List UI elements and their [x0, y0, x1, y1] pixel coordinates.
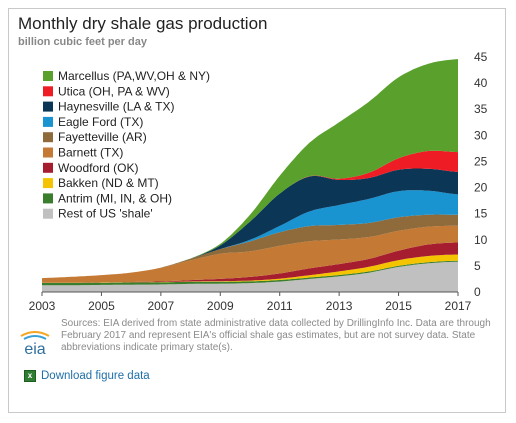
- legend-label: Fayetteville (AR): [58, 130, 147, 144]
- area-barnett-tx: [42, 225, 458, 283]
- y-tick-label: 35: [474, 102, 488, 116]
- legend-label: Antrim (MI, IN, & OH): [58, 191, 172, 205]
- legend-swatch: [43, 71, 53, 81]
- excel-icon: x: [24, 370, 36, 382]
- legend-label: Bakken (ND & MT): [58, 176, 159, 190]
- legend-swatch: [43, 147, 53, 158]
- x-tick-label: 2007: [148, 299, 175, 313]
- legend-swatch: [43, 116, 53, 127]
- x-tick-label: 2017: [445, 299, 472, 313]
- legend-swatch: [43, 101, 53, 112]
- legend-label: Marcellus (PA,WV,OH & NY): [58, 69, 210, 83]
- chart-title: Monthly dry shale gas production: [18, 14, 268, 33]
- source-note: Sources: EIA derived from state administ…: [61, 318, 491, 353]
- y-tick-label: 30: [474, 128, 488, 142]
- download-figure-data-link[interactable]: x Download figure data: [24, 368, 150, 384]
- area-fayetteville-ar: [42, 214, 458, 279]
- legend-label: Rest of US 'shale': [58, 207, 153, 221]
- y-tick-label: 15: [474, 207, 488, 221]
- legend-label: Haynesville (LA & TX): [58, 100, 175, 114]
- x-tick-label: 2003: [29, 299, 56, 313]
- legend-swatch: [43, 132, 53, 143]
- legend-label: Eagle Ford (TX): [58, 115, 143, 129]
- legend-label: Barnett (TX): [58, 146, 123, 160]
- x-tick-label: 2005: [88, 299, 115, 313]
- legend-swatch: [43, 86, 53, 97]
- legend-swatch: [43, 193, 53, 204]
- area-utica-oh-pa-wv: [42, 150, 458, 279]
- chart-subtitle: billion cubic feet per day: [18, 36, 147, 48]
- y-tick-label: 45: [474, 50, 488, 64]
- legend-swatch: [43, 162, 53, 173]
- x-tick-label: 2009: [207, 299, 234, 313]
- y-tick-label: 40: [474, 76, 488, 90]
- eia-logo-icon: eia: [20, 331, 50, 358]
- area-layers: [42, 59, 458, 292]
- y-tick-label: 5: [474, 259, 481, 273]
- legend: Marcellus (PA,WV,OH & NY)Utica (OH, PA &…: [43, 69, 210, 221]
- area-rest-of-us-shale: [42, 261, 458, 292]
- x-tick-label: 2011: [267, 299, 293, 313]
- area-woodford-ok: [42, 242, 458, 283]
- legend-swatch: [43, 178, 53, 189]
- area-marcellus-pa-wv-oh-ny: [42, 59, 458, 279]
- y-tick-label: 10: [474, 233, 488, 247]
- area-eagle-ford-tx: [42, 190, 458, 279]
- y-tick-label: 25: [474, 154, 488, 168]
- y-tick-label: 20: [474, 181, 488, 195]
- area-haynesville-la-tx: [42, 168, 458, 279]
- eia-logo-text: eia: [24, 341, 45, 358]
- legend-label: Utica (OH, PA & WV): [58, 84, 170, 98]
- x-tick-label: 2013: [326, 299, 353, 313]
- download-label[interactable]: Download figure data: [41, 370, 150, 382]
- y-tick-label: 0: [474, 285, 481, 299]
- legend-label: Woodford (OK): [58, 161, 138, 175]
- x-tick-label: 2015: [385, 299, 412, 313]
- legend-swatch: [43, 208, 53, 219]
